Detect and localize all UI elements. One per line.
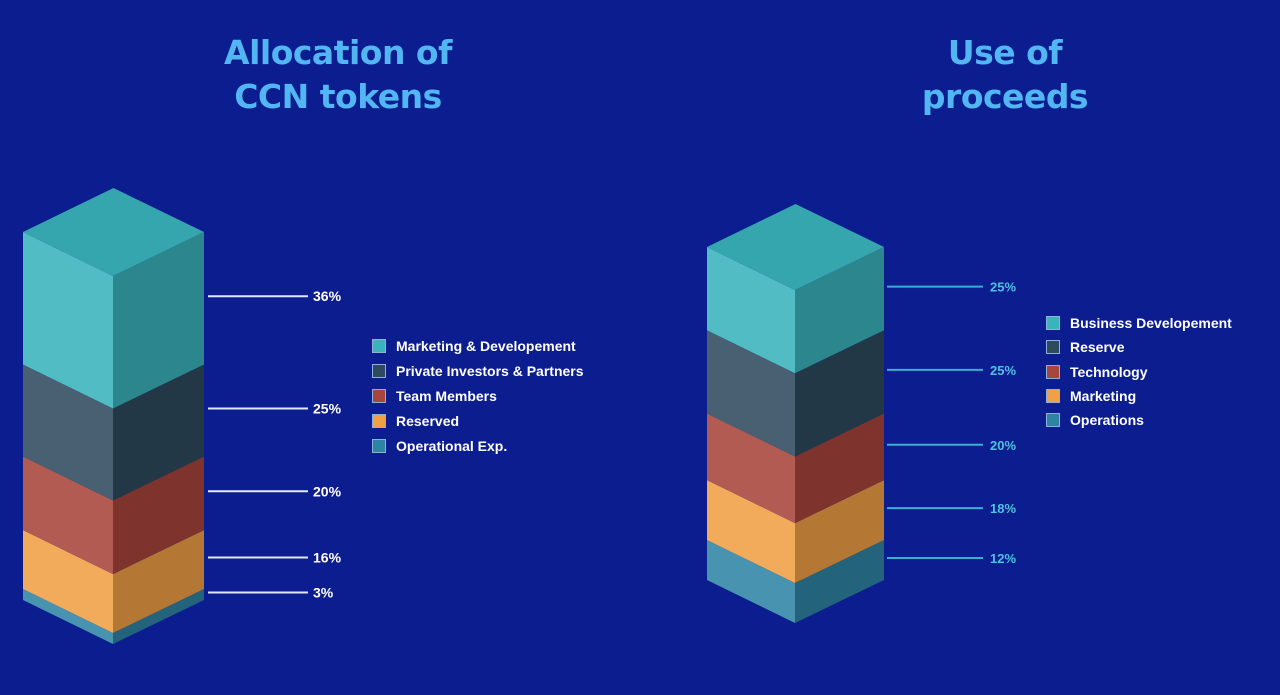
legend-item-technology: Technology	[1046, 360, 1232, 384]
segment-face-left-operations	[707, 540, 795, 623]
stack-segment-business-developement	[707, 204, 884, 374]
stack-segment-marketing-developement	[23, 188, 204, 409]
segment-face-right-technology	[795, 413, 884, 524]
value-label-private-investors-partners: 25%	[313, 400, 342, 416]
value-label-technology: 20%	[990, 438, 1016, 453]
legend-item-marketing: Marketing	[1046, 384, 1232, 408]
allocation-stack-chart: 36% 25% 20% 16% 3%	[23, 188, 342, 644]
chart-title-allocation: Allocation of CCN tokens	[224, 33, 452, 116]
stack-segment-technology	[707, 413, 884, 524]
legend-label-operational-exp: Operational Exp.	[396, 437, 508, 454]
chart-title-proceeds: Use of proceeds	[921, 33, 1089, 116]
legend-label-reserve: Reserve	[1070, 339, 1125, 356]
segment-face-left-reserved	[23, 530, 113, 633]
stack-segment-operations	[707, 540, 884, 623]
legend-swatch-marketing	[1046, 389, 1060, 404]
segment-face-left-reserve	[707, 330, 795, 457]
legend-label-marketing-developement: Marketing & Developement	[396, 337, 576, 354]
segment-face-right-business-developement	[795, 247, 884, 374]
segment-face-right-marketing	[795, 480, 884, 584]
stack-top-face	[707, 204, 884, 290]
legend-swatch-reserved	[372, 413, 386, 428]
segment-face-left-marketing	[707, 480, 795, 584]
stack-segment-reserved	[23, 530, 204, 633]
legend-label-business-developement: Business Developement	[1070, 315, 1232, 332]
segment-face-left-marketing-developement	[23, 232, 113, 409]
legend-label-reserved: Reserved	[396, 412, 460, 429]
legend-item-reserve: Reserve	[1046, 335, 1232, 359]
stack-segment-reserve	[707, 330, 884, 457]
value-label-marketing-developement: 36%	[313, 288, 342, 304]
legend-item-marketing-developement: Marketing & Developement	[372, 333, 584, 358]
legend-item-business-developement: Business Developement	[1046, 311, 1232, 335]
legend-item-private-investors-partners: Private Investors & Partners	[372, 358, 584, 383]
value-label-operations: 12%	[990, 551, 1016, 566]
stack-segment-marketing	[707, 480, 884, 584]
legend-allocation: Marketing & Developement Private Investor…	[372, 333, 584, 458]
segment-face-left-private-investors-partners	[23, 364, 113, 501]
value-label-reserved: 16%	[313, 550, 342, 566]
stack-segment-private-investors-partners	[23, 364, 204, 501]
stack-segment-team-members	[23, 456, 204, 575]
legend-item-reserved: Reserved	[372, 408, 584, 433]
segment-face-left-technology	[707, 413, 795, 524]
segment-face-right-reserved	[113, 530, 204, 633]
segment-face-right-team-members	[113, 456, 204, 575]
legend-label-operations: Operations	[1070, 412, 1144, 429]
stack-segment-operational-exp	[23, 588, 204, 644]
legend-swatch-operations	[1046, 413, 1060, 428]
legend-swatch-business-developement	[1046, 316, 1060, 331]
value-label-business-developement: 25%	[990, 280, 1016, 295]
legend-swatch-private-investors-partners	[372, 363, 386, 378]
legend-item-team-members: Team Members	[372, 383, 584, 408]
legend-swatch-technology	[1046, 364, 1060, 379]
legend-swatch-team-members	[372, 388, 386, 403]
legend-item-operational-exp: Operational Exp.	[372, 433, 584, 458]
segment-face-left-business-developement	[707, 247, 795, 374]
legend-item-operations: Operations	[1046, 408, 1232, 432]
segment-face-right-operational-exp	[113, 588, 204, 644]
value-label-operational-exp: 3%	[313, 584, 334, 600]
segment-face-right-operations	[795, 540, 884, 623]
value-label-team-members: 20%	[313, 483, 342, 499]
segment-face-right-marketing-developement	[113, 232, 204, 409]
legend-label-team-members: Team Members	[396, 387, 497, 404]
legend-swatch-operational-exp	[372, 438, 386, 453]
legend-label-private-investors-partners: Private Investors & Partners	[396, 362, 584, 379]
stack-top-face	[23, 188, 204, 276]
segment-face-right-reserve	[795, 330, 884, 457]
legend-label-technology: Technology	[1070, 363, 1148, 380]
segment-face-left-operational-exp	[23, 588, 113, 644]
legend-proceeds: Business Developement Reserve Technology Ma…	[1046, 311, 1232, 432]
legend-swatch-marketing-developement	[372, 338, 386, 353]
legend-label-marketing: Marketing	[1070, 388, 1137, 405]
segment-face-left-team-members	[23, 456, 113, 575]
segment-face-right-private-investors-partners	[113, 364, 204, 501]
value-label-marketing: 18%	[990, 501, 1016, 516]
value-label-reserve: 25%	[990, 363, 1016, 378]
legend-swatch-reserve	[1046, 340, 1060, 355]
